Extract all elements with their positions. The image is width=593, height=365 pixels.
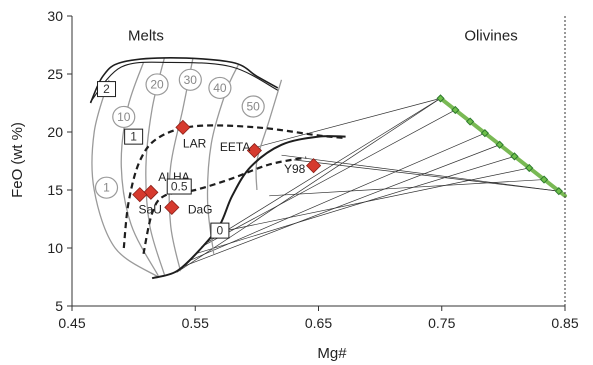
sample-label-y98: Y98 <box>284 162 306 176</box>
x-tick-label-0.45: 0.45 <box>58 315 85 331</box>
tie-line-2 <box>176 98 441 273</box>
upper-boundary-inner <box>90 61 279 103</box>
contour-circle-1 <box>94 176 119 199</box>
olivine-point-3 <box>480 129 489 138</box>
y-tick-label-20: 20 <box>47 124 63 140</box>
tie-line-8 <box>269 179 545 197</box>
contour-circle-30 <box>178 68 202 91</box>
tie-line-1 <box>207 98 441 243</box>
grey-curve-10 <box>120 62 159 277</box>
x-tick-label-0.75: 0.75 <box>428 315 455 331</box>
olivine-point-6 <box>525 163 534 173</box>
x-axis-title: Mg# <box>317 345 347 362</box>
x-tick-label-0.55: 0.55 <box>182 315 209 331</box>
olivine-point-1 <box>451 105 460 115</box>
box-label-frame-2 <box>97 81 117 98</box>
contour-circle-label-20: 20 <box>150 77 164 91</box>
grey-curve-50 <box>255 79 283 191</box>
tie-line-3 <box>201 109 456 248</box>
sample-label-eeta: EETA <box>220 140 250 154</box>
olivine-point-4 <box>495 140 504 149</box>
tie-lines-group <box>176 98 559 273</box>
y-tick-label-25: 25 <box>47 66 63 82</box>
contour-circle-20 <box>145 73 169 96</box>
tie-line-7 <box>225 167 530 231</box>
y-axis-title: FeO (wt %) <box>9 122 26 198</box>
contour-circle-label-30: 30 <box>184 73 198 87</box>
contour-circle-label-10: 10 <box>117 110 131 124</box>
sample-point-lar <box>175 119 191 135</box>
x-tick-label-0.65: 0.65 <box>305 315 332 331</box>
y-tick-label-5: 5 <box>55 298 63 314</box>
olivine-point-2 <box>465 117 475 126</box>
olivine-point-0 <box>436 94 445 103</box>
sample-point-sau <box>132 187 148 203</box>
contour-circle-label-50: 50 <box>246 99 260 113</box>
box-label-frame-1 <box>124 128 144 145</box>
dashed-curve-0-5 <box>142 156 307 255</box>
sample-label-lar: LAR <box>183 137 207 151</box>
contour-circle-10 <box>112 105 136 129</box>
solid-curve-group <box>151 135 346 280</box>
grey-curve-40 <box>206 64 239 254</box>
sample-point-y98 <box>306 158 322 174</box>
dashed-curves-group <box>122 124 344 255</box>
olivine-point-8 <box>554 187 563 196</box>
contour-circle-label-1: 1 <box>103 181 110 195</box>
tie-line-6 <box>195 156 515 255</box>
grey-curves-group <box>91 57 283 278</box>
y-tick-label-15: 15 <box>47 182 63 198</box>
tie-line-9 <box>281 154 559 192</box>
upper-boundary-outer <box>89 56 279 104</box>
box-label-0: 0 <box>217 224 224 238</box>
upper-boundary-group <box>89 56 279 104</box>
box-label-frame-0-5 <box>166 178 192 195</box>
dashed-curve-1 <box>122 124 344 249</box>
olivine-point-7 <box>539 175 549 184</box>
solid-curve-0 <box>151 135 346 280</box>
tie-line-10 <box>293 159 559 192</box>
grey-curve-30 <box>168 58 194 272</box>
grey-curve-1 <box>91 79 159 278</box>
sample-point-alha <box>143 184 159 200</box>
box-label-frame-0 <box>210 222 230 239</box>
annotations-group: Melts Olivines 1 10 20 30 40 50 2 1 0.5 0 <box>94 28 518 239</box>
sample-point-eeta <box>246 142 262 159</box>
region-title-melts: Melts <box>128 28 164 45</box>
olivine-group <box>436 94 567 198</box>
box-label-0-5: 0.5 <box>171 180 188 194</box>
box-label-2: 2 <box>103 82 110 96</box>
tie-line-4 <box>188 132 486 262</box>
tie-line-5 <box>182 144 500 267</box>
sample-label-sau: SaU <box>139 203 162 217</box>
contour-circle-label-40: 40 <box>213 81 227 95</box>
region-title-olivines: Olivines <box>464 28 517 45</box>
box-label-1: 1 <box>130 130 137 144</box>
sample-point-dag <box>164 199 180 215</box>
contour-circle-50 <box>241 95 265 118</box>
x-tick-label-0.85: 0.85 <box>551 315 578 331</box>
y-tick-label-10: 10 <box>47 240 63 256</box>
sample-label-dag: DaG <box>188 203 213 217</box>
olivine-point-5 <box>510 152 519 161</box>
contour-circle-40 <box>208 76 232 100</box>
y-tick-label-30: 30 <box>47 8 63 24</box>
tie-line-0 <box>251 98 441 149</box>
